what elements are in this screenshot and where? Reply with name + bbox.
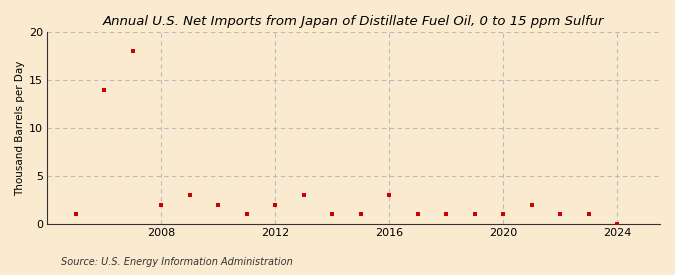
Title: Annual U.S. Net Imports from Japan of Distillate Fuel Oil, 0 to 15 ppm Sulfur: Annual U.S. Net Imports from Japan of Di… — [103, 15, 605, 28]
Point — [526, 202, 537, 207]
Text: Source: U.S. Energy Information Administration: Source: U.S. Energy Information Administ… — [61, 257, 292, 267]
Point — [469, 212, 480, 216]
Point — [99, 87, 110, 92]
Point — [327, 212, 338, 216]
Point — [242, 212, 252, 216]
Point — [298, 193, 309, 197]
Point — [156, 202, 167, 207]
Point — [184, 193, 195, 197]
Point — [583, 212, 594, 216]
Point — [412, 212, 423, 216]
Point — [270, 202, 281, 207]
Point — [441, 212, 452, 216]
Point — [128, 49, 138, 53]
Y-axis label: Thousand Barrels per Day: Thousand Barrels per Day — [15, 60, 25, 196]
Point — [356, 212, 367, 216]
Point — [612, 222, 622, 226]
Point — [498, 212, 509, 216]
Point — [71, 212, 82, 216]
Point — [384, 193, 395, 197]
Point — [213, 202, 224, 207]
Point — [555, 212, 566, 216]
